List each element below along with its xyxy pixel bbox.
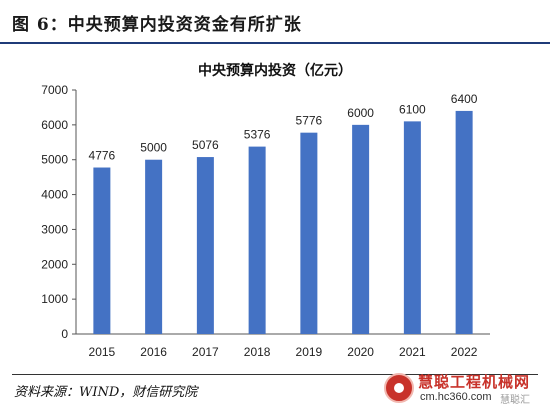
watermark-logo-icon	[384, 373, 414, 403]
x-tick-label: 2019	[296, 345, 323, 359]
bar-series	[93, 110, 473, 335]
watermark-brand: 慧聪工程机械网	[418, 373, 531, 391]
x-tick-label: 2016	[140, 345, 167, 359]
bar-value-label: 5376	[244, 128, 271, 142]
y-tick-label: 5000	[41, 153, 68, 167]
x-tick-label: 2022	[451, 345, 478, 359]
source-note: 资料来源：WIND，财信研究院	[14, 385, 198, 400]
y-tick-label: 2000	[41, 257, 68, 271]
y-tick-label: 3000	[41, 222, 68, 236]
bar	[403, 121, 421, 334]
bar-value-label: 6100	[399, 102, 426, 116]
y-tick-label: 6000	[41, 118, 68, 132]
y-tick-label: 7000	[41, 83, 68, 97]
y-axis: 0 1000 2000 3000 4000 5000 6000 7000	[41, 83, 77, 341]
bar-value-label: 5000	[140, 141, 167, 155]
x-tick-label: 2018	[244, 345, 271, 359]
bar-value-label: 6000	[347, 106, 374, 120]
y-tick-label: 4000	[41, 188, 68, 202]
bar	[196, 157, 214, 334]
x-tick-label: 2015	[89, 345, 116, 359]
figure-caption: 图 6：中央预算内投资资金有所扩张	[12, 15, 302, 35]
bar-value-label: 5076	[192, 138, 219, 152]
figure-header: 图 6：中央预算内投资资金有所扩张	[0, 0, 550, 44]
bar	[455, 110, 473, 335]
x-axis: 2015 2016 2017 2018 2019 2020 2021 2022	[76, 333, 490, 359]
x-tick-label: 2017	[192, 345, 219, 359]
x-tick-label: 2021	[399, 345, 426, 359]
bar-value-label: 4776	[89, 149, 116, 163]
bar	[352, 124, 370, 334]
watermark: 慧聪工程机械网 cm.hc360.com 慧聪汇	[384, 369, 544, 409]
y-tick-label: 0	[61, 327, 68, 341]
watermark-sub: 慧聪汇	[500, 395, 530, 406]
watermark-url: cm.hc360.com	[420, 391, 492, 403]
bar	[93, 167, 111, 334]
chart-title: 中央预算内投资（亿元）	[198, 63, 352, 79]
y-tick-label: 1000	[41, 292, 68, 306]
source-divider	[12, 374, 538, 375]
x-tick-label: 2020	[347, 345, 374, 359]
bar-value-label: 5776	[296, 114, 323, 128]
bar	[145, 159, 163, 334]
bar	[300, 132, 318, 334]
data-labels: 4776 5000 5076 5376 5776 6000 6100 6400	[89, 92, 478, 163]
bar-value-label: 6400	[451, 92, 478, 106]
bar	[248, 146, 266, 334]
